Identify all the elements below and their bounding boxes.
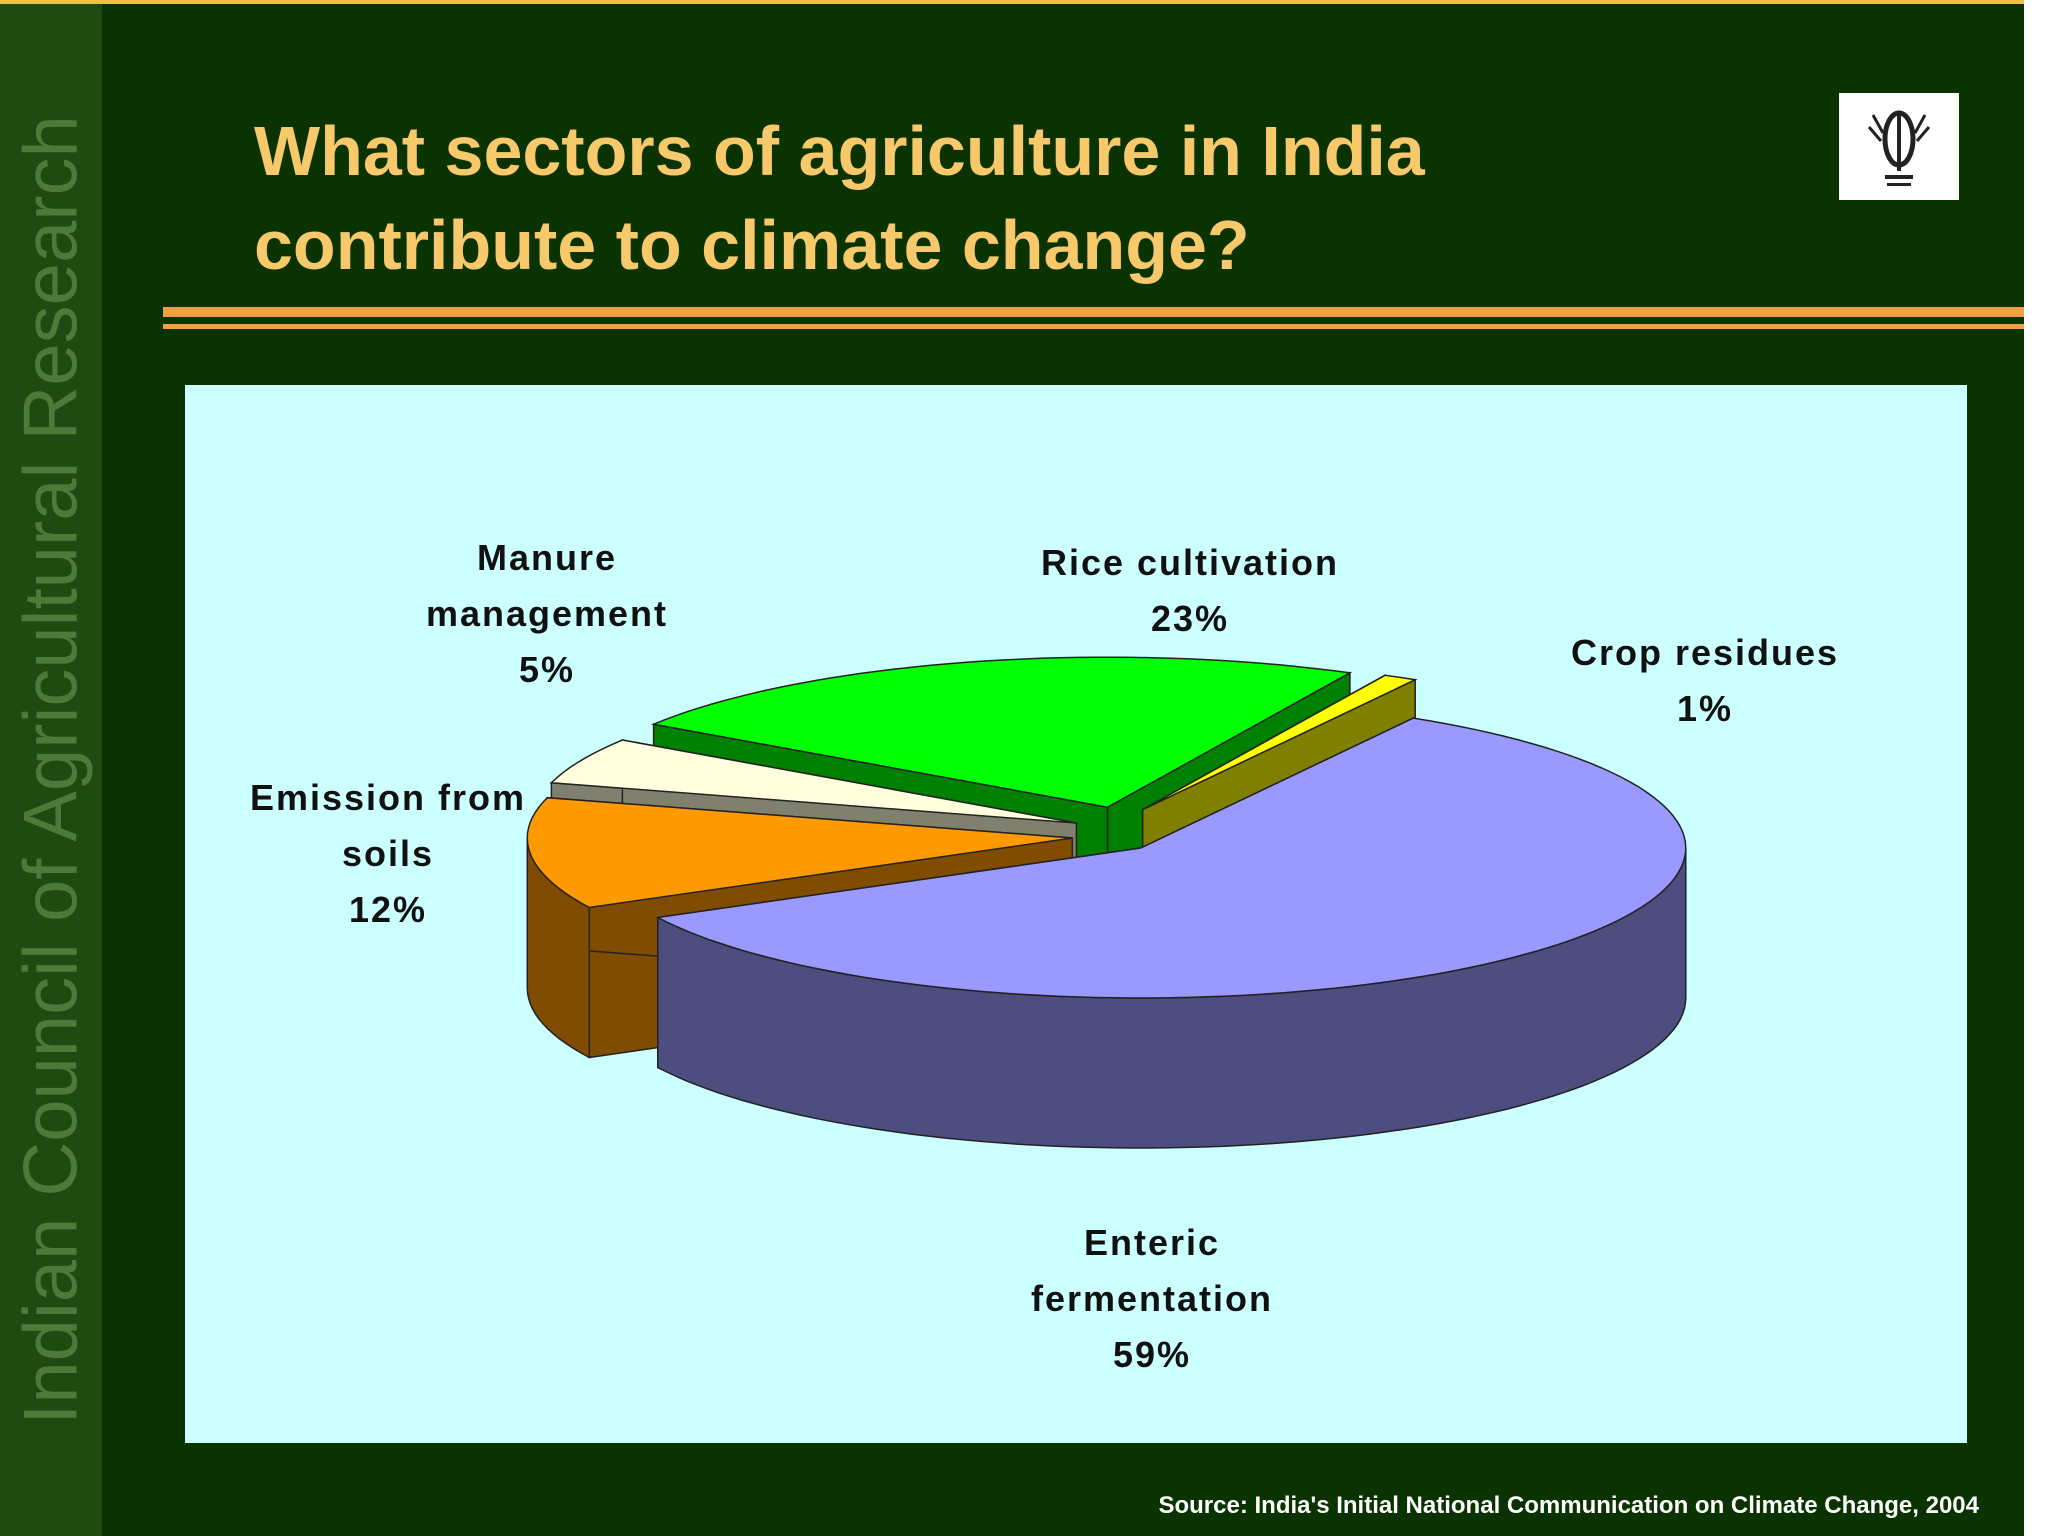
side-text: Indian Council of Agricultural Research <box>8 115 94 1425</box>
rule <box>163 307 2024 317</box>
category-label: Emission from soils <box>249 777 527 874</box>
value-label: 59% <box>1112 1334 1192 1375</box>
slice-label: Rice cultivation 23% <box>980 535 1400 647</box>
slice <box>526 796 1073 909</box>
slice <box>549 739 1077 824</box>
category-label: Rice cultivation <box>1040 542 1340 583</box>
value-label: 5% <box>518 649 576 690</box>
category-label: Enteric fermentation <box>1030 1222 1274 1319</box>
source-note: Source: India's Initial National Communi… <box>1158 1492 1979 1519</box>
slide-title: What sectors of agriculture in India con… <box>254 112 1425 284</box>
slice <box>650 656 1353 808</box>
logo-icon <box>1867 110 1931 186</box>
slice-label: Manure management 5% <box>397 530 697 698</box>
slice <box>1142 674 1418 811</box>
logo <box>1839 93 1959 200</box>
chart-area: Rice cultivation 23% Crop residues 1% Enteri… <box>185 385 1967 1443</box>
side-strip: Indian Council of Agricultural Research <box>0 4 102 1536</box>
slice <box>655 717 1687 999</box>
value-label: 1% <box>1676 688 1734 729</box>
slice-label: Enteric fermentation 59% <box>1002 1215 1302 1383</box>
rule <box>163 324 2024 329</box>
slice-label: Emission from soils 12% <box>238 770 538 938</box>
slice-label: Crop residues 1% <box>1495 625 1915 737</box>
category-label: Crop residues <box>1570 632 1840 673</box>
pie-chart <box>526 656 1687 1149</box>
category-label: Manure management <box>425 537 669 634</box>
value-label: 23% <box>1150 598 1230 639</box>
value-label: 12% <box>348 889 428 930</box>
